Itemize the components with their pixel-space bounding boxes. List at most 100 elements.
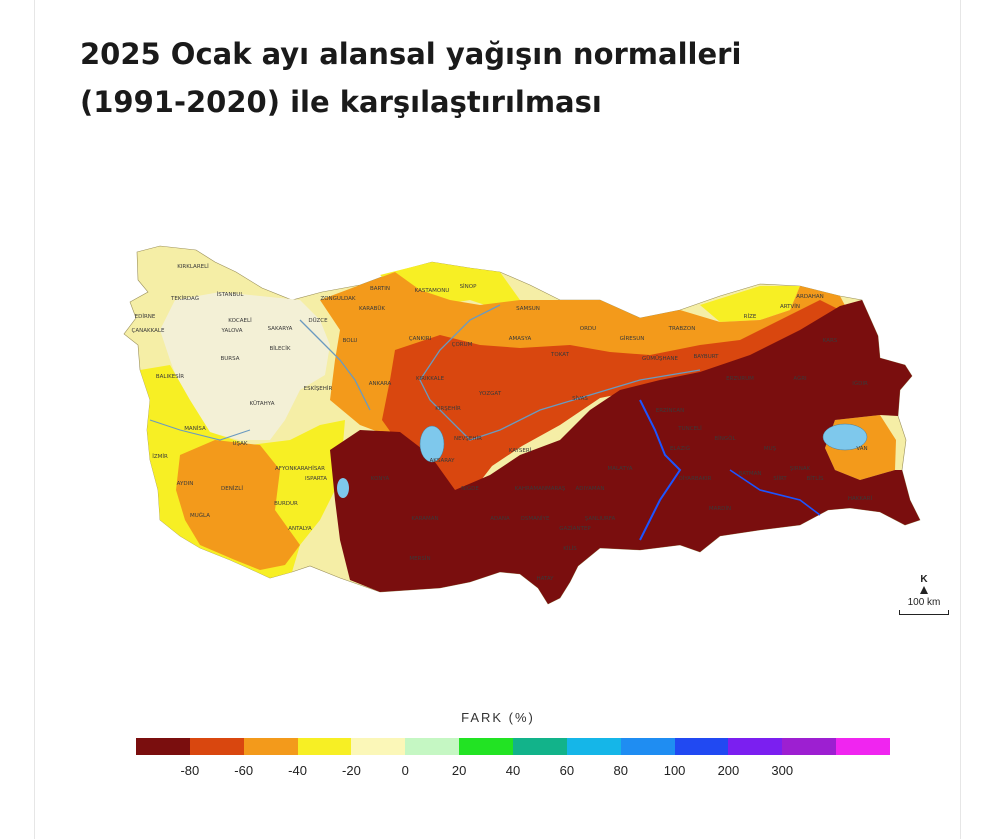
- legend-tick-label: -20: [342, 763, 361, 778]
- province-label: KİLİS: [563, 545, 577, 552]
- province-label: ANKARA: [369, 381, 392, 387]
- legend-swatch: [405, 738, 460, 755]
- province-label: KIRIKKALE: [416, 376, 445, 382]
- lake-van: [822, 423, 868, 451]
- province-label: KAHRAMANMARAŞ: [515, 486, 566, 492]
- province-label: ARTVİN: [780, 303, 800, 310]
- north-arrow-icon: [920, 586, 928, 594]
- province-label: KASTAMONU: [415, 288, 450, 294]
- legend-swatch: [674, 738, 729, 755]
- title-line-1: 2025 Ocak ayı alansal yağışın normalleri: [80, 37, 742, 71]
- legend-tick-label: 60: [559, 763, 575, 778]
- province-label: AĞRI: [793, 375, 807, 382]
- legend-tick-label: 0: [401, 763, 409, 778]
- turkey-precipitation-map: KIRKLARELİ EDİRNE TEKİRDAĞ İSTANBUL ÇANAKKAL…: [123, 245, 921, 605]
- province-label: ANTALYA: [288, 526, 312, 532]
- province-label: MARDİN: [709, 505, 731, 512]
- province-label: OSMANİYE: [521, 515, 550, 522]
- scale-bar: K 100 km: [896, 574, 952, 626]
- province-label: DÜZCE: [308, 317, 328, 324]
- region-dark-orange: [382, 300, 850, 502]
- region-dark-red: [330, 300, 920, 604]
- legend-swatch: [513, 738, 567, 755]
- province-label: GİRESUN: [620, 335, 645, 342]
- province-label: TEKİRDAĞ: [170, 295, 199, 302]
- legend-swatch: [620, 738, 675, 755]
- province-labels: KIRKLARELİ EDİRNE TEKİRDAĞ İSTANBUL ÇANAKKAL…: [132, 263, 873, 582]
- province-label: TUNCELİ: [677, 425, 702, 432]
- lakes-and-rivers: [149, 304, 868, 541]
- province-label: ÇORUM: [452, 342, 473, 348]
- province-label: İZMİR: [152, 453, 168, 460]
- province-label: ELAZIĞ: [670, 445, 690, 452]
- province-label: ARDAHAN: [796, 294, 824, 300]
- province-label: KARAMAN: [411, 516, 438, 522]
- frame-right-edge: [960, 0, 961, 839]
- legend-tick-label: 100: [663, 763, 686, 778]
- province-label: KIRKLARELİ: [177, 263, 209, 270]
- province-label: ADANA: [490, 516, 510, 522]
- province-label: BALIKESİR: [156, 373, 184, 380]
- province-label: KOCAELİ: [228, 317, 252, 324]
- legend-swatch: [297, 738, 352, 755]
- province-label: MERSİN: [409, 555, 430, 562]
- province-label: BİLECİK: [269, 345, 290, 352]
- legend-swatch: [189, 738, 244, 755]
- province-label: AMASYA: [509, 336, 532, 342]
- province-label: ORDU: [580, 326, 596, 332]
- province-label: MUŞ: [764, 446, 777, 452]
- region-yellow-northeast: [700, 286, 800, 322]
- province-label: KONYA: [371, 476, 390, 482]
- province-label: NEVŞEHİR: [454, 435, 482, 442]
- title-line-2: (1991-2020) ile karşılaştırılması: [80, 85, 602, 119]
- province-label: YOZGAT: [478, 391, 502, 397]
- province-label: SAMSUN: [516, 306, 540, 312]
- province-label: AFYONKARAHİSAR: [275, 465, 325, 472]
- legend-swatch: [459, 738, 514, 755]
- province-label: MUĞLA: [190, 512, 210, 519]
- province-label: SİİRT: [773, 475, 787, 482]
- legend-tick-label: 20: [451, 763, 467, 778]
- province-label: ÇANKIRI: [409, 336, 432, 342]
- legend-tick-label: 80: [613, 763, 628, 778]
- river-sakarya: [299, 319, 371, 411]
- province-label: ESKİŞEHİR: [304, 385, 333, 392]
- legend-swatch: [566, 738, 621, 755]
- province-label: BURSA: [221, 356, 240, 362]
- province-label: ADIYAMAN: [576, 486, 605, 492]
- province-label: KARS: [823, 338, 838, 344]
- scale-distance: 100 km: [907, 597, 941, 608]
- province-label: HATAY: [536, 576, 554, 582]
- province-label: SİNOP: [460, 283, 478, 290]
- map-colored-regions: [123, 245, 921, 605]
- region-pale-cream: [160, 292, 330, 440]
- province-label: DİYARBAKIR: [679, 475, 712, 482]
- legend-color-bar: [136, 738, 891, 755]
- province-label: KARABÜK: [359, 305, 385, 312]
- province-label: ERZURUM: [726, 376, 754, 382]
- legend-swatch: [351, 738, 406, 755]
- north-arrow-label: K: [920, 574, 928, 585]
- province-label: KIRŞEHİR: [435, 405, 461, 412]
- legend-swatch: [836, 738, 891, 755]
- province-label: BURDUR: [274, 501, 298, 507]
- province-label: BATMAN: [738, 471, 761, 477]
- province-label: KAYSERİ: [509, 447, 532, 454]
- province-label: BAYBURT: [693, 354, 719, 360]
- province-label: BİNGÖL: [714, 435, 736, 442]
- province-label: ŞANLIURFA: [585, 516, 616, 522]
- province-label: GAZİANTEP: [559, 525, 591, 532]
- province-label: TRABZON: [668, 326, 696, 332]
- province-label: ÇANAKKALE: [132, 328, 165, 334]
- river-kizilirmak: [419, 304, 701, 441]
- province-label: ZONGULDAK: [320, 296, 355, 302]
- province-label: NİĞDE: [461, 485, 479, 492]
- page-title: 2025 Ocak ayı alansal yağışın normalleri…: [80, 30, 840, 126]
- legend-title: FARK (%): [461, 710, 535, 725]
- legend-swatch: [136, 738, 190, 755]
- region-orange-southwest: [176, 440, 300, 570]
- province-label: SAKARYA: [268, 326, 293, 332]
- province-label: RİZE: [744, 313, 757, 320]
- province-label: ŞIRNAK: [790, 466, 811, 472]
- province-label: AYDIN: [177, 481, 194, 487]
